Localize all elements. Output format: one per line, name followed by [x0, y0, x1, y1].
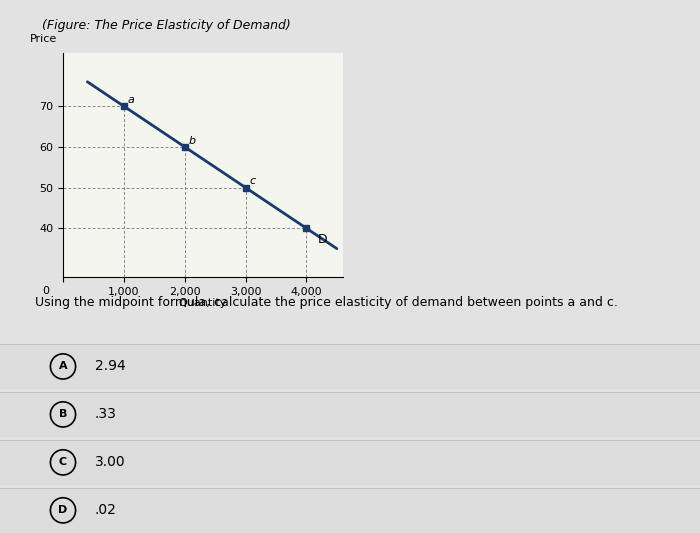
Text: (Figure: The Price Elasticity of Demand): (Figure: The Price Elasticity of Demand) — [42, 19, 290, 31]
Text: D: D — [58, 505, 68, 515]
Text: B: B — [59, 409, 67, 419]
Text: .33: .33 — [94, 407, 116, 422]
Text: 2.94: 2.94 — [94, 359, 125, 374]
Text: A: A — [59, 361, 67, 372]
Text: c: c — [249, 176, 256, 187]
Text: 0: 0 — [43, 286, 50, 296]
Text: a: a — [127, 95, 134, 105]
Text: Price: Price — [29, 34, 57, 44]
Text: 3.00: 3.00 — [94, 455, 125, 470]
Text: Using the midpoint formula, calculate the price elasticity of demand between poi: Using the midpoint formula, calculate th… — [35, 296, 618, 309]
Text: D: D — [317, 232, 327, 246]
Text: b: b — [188, 136, 195, 146]
Text: C: C — [59, 457, 67, 467]
Text: .02: .02 — [94, 503, 116, 518]
X-axis label: Quantity: Quantity — [178, 298, 228, 308]
